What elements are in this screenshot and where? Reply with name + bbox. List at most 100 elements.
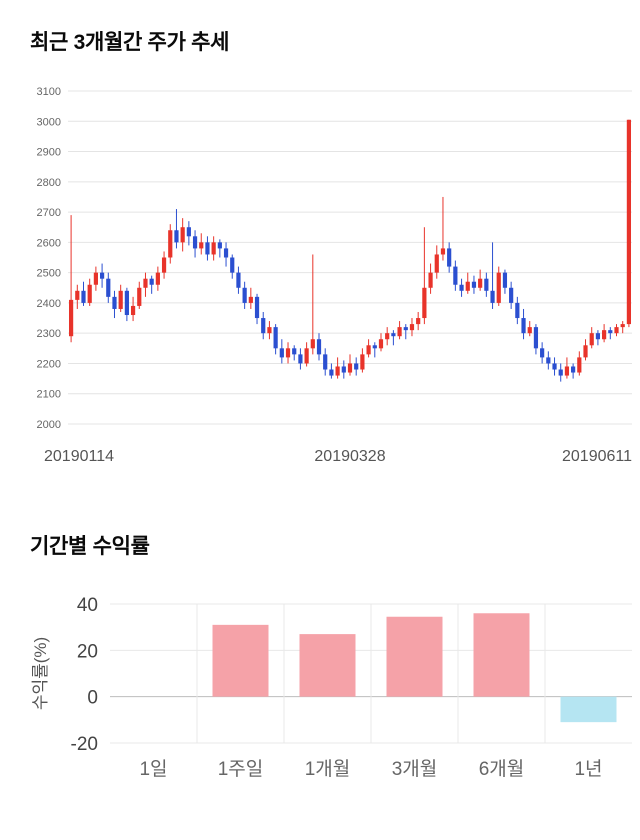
candle-body — [447, 248, 452, 267]
candle-body — [341, 366, 346, 373]
x-axis-tick-label: 20190328 — [314, 448, 385, 465]
x-axis-tick-label: 3개월 — [392, 758, 438, 780]
candle-body — [137, 287, 142, 307]
candle-body — [490, 290, 495, 304]
x-axis-tick-label: 20190611 — [562, 448, 632, 465]
candle-body — [397, 327, 402, 337]
candle-body — [453, 266, 458, 285]
candle-body — [496, 272, 501, 304]
stock-summary-page: 최근 3개월간 주가 추세 3100 3000 2900 2800 2700 2600 25… — [0, 30, 640, 790]
candle-body — [465, 281, 470, 291]
candle-body — [428, 272, 433, 288]
candle-body — [577, 357, 582, 373]
candle-body — [217, 242, 222, 249]
candle-body — [174, 230, 179, 243]
candle-body — [620, 324, 625, 328]
y-axis-tick-label: 3000 — [37, 116, 61, 128]
candle-body — [546, 357, 551, 364]
candle-body — [285, 348, 291, 358]
y-axis-tick-label: 2700 — [37, 207, 61, 219]
y-axis-tick-label: 2500 — [37, 268, 61, 280]
candle-body — [292, 348, 297, 355]
return-bar — [299, 634, 356, 698]
candle-body — [521, 318, 526, 334]
y-axis-tick-label: 2400 — [37, 298, 61, 310]
candle-body — [552, 363, 557, 370]
candle-body — [502, 272, 508, 288]
candle-body — [471, 281, 477, 288]
candle-body — [87, 284, 92, 304]
candle-body — [310, 339, 315, 349]
candle-body — [626, 119, 632, 325]
candle-body — [589, 333, 594, 346]
candle-body — [378, 339, 384, 349]
y-axis-tick-label: 2600 — [37, 238, 61, 250]
candle-body — [583, 345, 588, 358]
return-bar — [560, 697, 617, 723]
y-axis-tick-label: 2200 — [37, 359, 61, 371]
y-axis-tick-label: 2100 — [37, 389, 61, 401]
candle-body — [478, 278, 483, 288]
candle-body — [540, 348, 545, 358]
price-chart-title: 최근 3개월간 주가 추세 — [30, 31, 230, 54]
candle-body — [434, 254, 439, 273]
candle-body — [459, 284, 464, 291]
candle-body — [211, 242, 216, 255]
return-bar — [386, 617, 443, 698]
return-bar — [212, 625, 269, 698]
candle-body — [75, 290, 80, 301]
candle-body — [515, 303, 520, 319]
y-axis-tick-label: 2900 — [37, 147, 61, 159]
candle-body — [149, 278, 154, 285]
candle-body — [192, 236, 198, 249]
candle-body — [230, 257, 235, 273]
candle-body — [372, 345, 377, 349]
return-bar — [473, 613, 530, 698]
candle-body — [323, 354, 328, 370]
candle-body — [155, 272, 160, 285]
y-axis-tick-label: 2000 — [37, 419, 61, 431]
candle-body — [254, 297, 260, 319]
returns-chart-title: 기간별 수익률 — [30, 535, 150, 559]
candle-body — [236, 272, 241, 288]
candle-body — [180, 227, 185, 243]
candle-body — [509, 287, 514, 304]
candle-body — [440, 248, 446, 255]
x-axis-tick-label: 1개월 — [305, 758, 351, 780]
candle-body — [168, 230, 173, 258]
x-axis-tick-label: 1일 — [139, 758, 167, 780]
candle-body — [279, 348, 284, 358]
candle-body — [366, 345, 371, 355]
candle-body — [81, 290, 86, 304]
candle-body — [571, 366, 576, 373]
candle-body — [602, 330, 607, 340]
candle-body — [614, 327, 619, 334]
candle-body — [223, 248, 229, 258]
x-axis-tick-label: 1년 — [574, 758, 602, 780]
candle-body — [608, 330, 613, 334]
x-axis-tick-label: 20190114 — [44, 448, 114, 465]
candle-body — [93, 272, 98, 285]
period-returns-bar-chart: 40 20 0 -20 1일 1주일 1개월 3개월 6개월 1년 수익률(%) — [31, 595, 632, 780]
candle-body — [273, 327, 278, 349]
candle-body — [316, 339, 322, 355]
candle-body — [360, 354, 365, 370]
candle-body — [267, 327, 272, 334]
candle-body — [106, 278, 111, 298]
candle-body — [335, 366, 340, 376]
candle-body — [161, 257, 167, 273]
y-axis-title: 수익률(%) — [31, 637, 50, 710]
candle-body — [347, 363, 353, 373]
candle-body — [248, 297, 253, 304]
candle-body — [416, 318, 421, 325]
candle-body — [564, 366, 570, 376]
y-axis-tick-label: 40 — [77, 595, 98, 616]
candle-body — [199, 242, 204, 249]
candle-body — [391, 333, 396, 337]
candle-body — [99, 272, 105, 279]
candle-body — [118, 290, 123, 310]
candle-body — [130, 306, 136, 316]
candle-body — [186, 227, 191, 237]
candle-body — [533, 327, 539, 349]
candle-body — [298, 354, 303, 364]
